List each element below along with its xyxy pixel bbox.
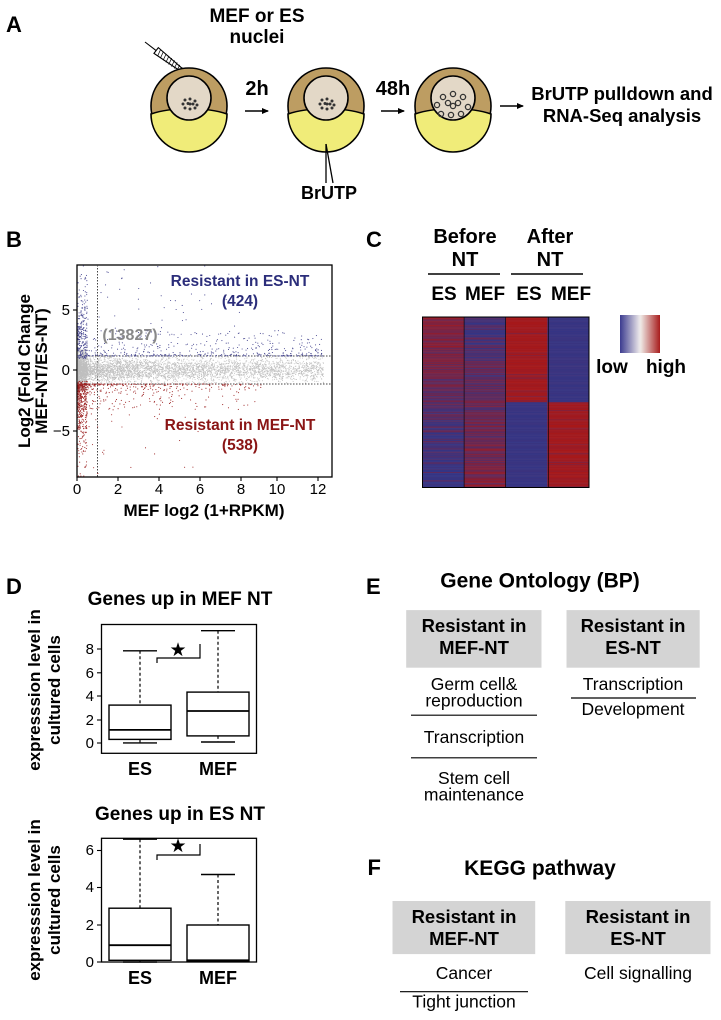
svg-text:48h: 48h xyxy=(376,78,410,100)
svg-text:MEF or ES: MEF or ES xyxy=(209,6,304,27)
svg-text:nuclei: nuclei xyxy=(230,27,285,48)
svg-text:BrUTP: BrUTP xyxy=(301,183,357,203)
svg-text:BrUTP pulldown and: BrUTP pulldown and xyxy=(531,83,713,104)
svg-text:2h: 2h xyxy=(245,78,268,100)
svg-text:RNA-Seq analysis: RNA-Seq analysis xyxy=(543,105,701,126)
